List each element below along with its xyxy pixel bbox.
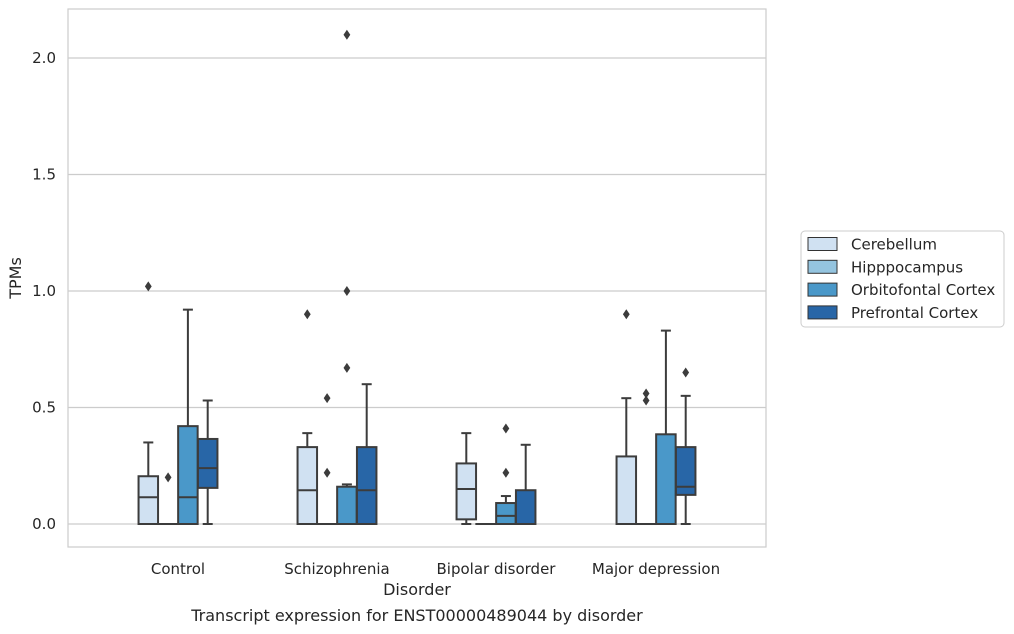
legend: Cerebellum Hipppocampus Orbitofontal Corte…	[800, 230, 1005, 328]
legend-label: Hipppocampus	[851, 258, 963, 276]
box-hipppocampus-1	[316, 393, 338, 526]
box-body	[137, 475, 160, 525]
box-orbitofontal-cortex-3	[655, 329, 677, 526]
x-tick-label: Bipolar disorder	[437, 560, 557, 578]
box-prefrontal-cortex-2	[514, 443, 537, 525]
figure-caption: Transcript expression for ENST0000048904…	[191, 606, 643, 625]
x-tick-label: Control	[151, 560, 205, 578]
outlier-point	[622, 309, 630, 320]
x-tick-label: Schizophrenia	[284, 560, 389, 578]
outlier-point	[502, 423, 510, 434]
y-tick-label: 1.5	[32, 166, 56, 184]
outlier-point	[343, 286, 351, 296]
y-tick-labels: 0.0 0.5 1.0 1.5 2.0	[32, 49, 56, 533]
box-elements	[137, 29, 697, 526]
box-prefrontal-cortex-3	[674, 367, 697, 525]
box-cerebellum-1	[296, 309, 319, 525]
box-body	[455, 462, 478, 521]
box-cerebellum-0	[137, 281, 160, 525]
x-axis-label: Disorder	[383, 580, 451, 599]
outlier-point	[343, 29, 351, 40]
outlier-point	[502, 467, 510, 478]
box-body	[655, 433, 677, 526]
box-body	[355, 446, 378, 525]
outlier-point	[144, 281, 152, 292]
legend-swatch	[807, 237, 838, 251]
outlier-point	[323, 467, 331, 478]
legend-label: Prefrontal Cortex	[851, 304, 978, 322]
box-cerebellum-3	[615, 309, 638, 525]
box-body	[615, 455, 638, 525]
x-tick-label: Major depression	[592, 560, 720, 578]
legend-frame	[800, 230, 1005, 328]
legend-label: Orbitofontal Cortex	[851, 281, 995, 299]
y-tick-label: 0.5	[32, 399, 56, 417]
outlier-point	[164, 472, 172, 483]
outlier-point	[682, 367, 690, 378]
box-hipppocampus-3	[635, 388, 657, 526]
legend-swatch	[807, 305, 838, 320]
x-tick-labels: Control Schizophrenia Bipolar disorder Majo…	[151, 560, 720, 578]
box-body	[336, 485, 358, 525]
box-orbitofontal-cortex-0	[177, 308, 199, 526]
outlier-point	[343, 362, 351, 373]
box-body	[296, 446, 319, 525]
y-tick-label: 1.0	[32, 282, 56, 300]
box-body	[495, 502, 517, 525]
box-body	[196, 437, 219, 489]
box-prefrontal-cortex-0	[196, 399, 219, 525]
box-body	[514, 489, 537, 525]
y-tick-label: 0.0	[32, 515, 56, 533]
legend-label: Cerebellum	[851, 236, 937, 254]
box-cerebellum-2	[455, 432, 478, 525]
box-prefrontal-cortex-1	[355, 383, 378, 525]
legend-swatch	[807, 282, 838, 297]
outlier-point	[642, 395, 650, 406]
outlier-point	[323, 393, 331, 404]
y-axis-label: TPMs	[6, 257, 25, 300]
legend-swatch	[807, 259, 838, 274]
box-body	[177, 425, 199, 526]
outlier-point	[642, 388, 650, 399]
outlier-point	[303, 309, 311, 320]
y-tick-label: 2.0	[32, 49, 56, 67]
box-body	[674, 446, 697, 496]
